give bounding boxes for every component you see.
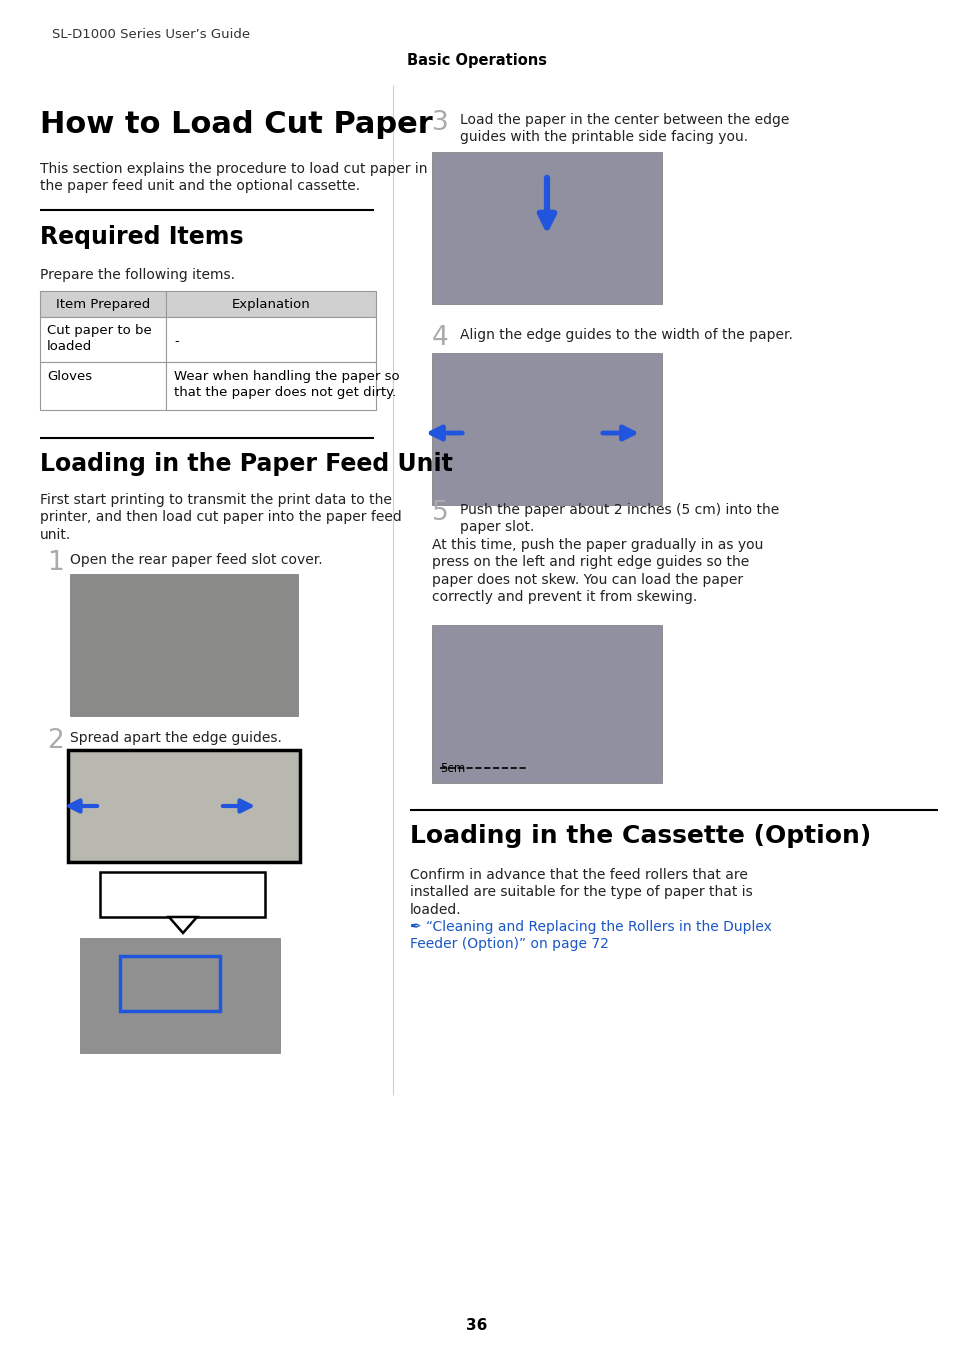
Text: Align the edge guides to the width of the paper.: Align the edge guides to the width of th… xyxy=(459,328,792,342)
Text: This section explains the procedure to load cut paper in
the paper feed unit and: This section explains the procedure to l… xyxy=(40,162,427,193)
Text: Spread apart the edge guides.: Spread apart the edge guides. xyxy=(70,730,281,745)
Text: Load the paper in the center between the edge
guides with the printable side fac: Load the paper in the center between the… xyxy=(459,113,788,144)
Bar xyxy=(432,153,661,304)
Text: 4: 4 xyxy=(432,325,448,351)
Text: Confirm in advance that the feed rollers that are
installed are suitable for the: Confirm in advance that the feed rollers… xyxy=(410,868,752,917)
Text: How to Load Cut Paper: How to Load Cut Paper xyxy=(40,109,433,139)
Text: -: - xyxy=(173,335,178,348)
Text: At this time, push the paper gradually in as you
press on the left and right edg: At this time, push the paper gradually i… xyxy=(432,539,762,603)
Text: Prepare the following items.: Prepare the following items. xyxy=(40,269,234,282)
Bar xyxy=(40,317,166,362)
Text: Gloves: Gloves xyxy=(47,370,92,383)
Bar xyxy=(120,956,220,1011)
Text: 5cm: 5cm xyxy=(439,761,465,775)
Text: ✒ “Cleaning and Replacing the Rollers in the Duplex
Feeder (Option)” on page 72: ✒ “Cleaning and Replacing the Rollers in… xyxy=(410,919,771,952)
Bar xyxy=(432,625,661,783)
Text: Item Prepared: Item Prepared xyxy=(56,298,150,311)
Text: Required Items: Required Items xyxy=(40,225,243,248)
Bar xyxy=(80,938,280,1053)
Text: Basic Operations: Basic Operations xyxy=(407,53,546,68)
Bar xyxy=(40,292,166,317)
Text: Wear when handling the paper so
that the paper does not get dirty.: Wear when handling the paper so that the… xyxy=(173,370,399,400)
Text: Loading in the Paper Feed Unit: Loading in the Paper Feed Unit xyxy=(40,452,453,477)
Text: 2: 2 xyxy=(47,728,64,755)
Bar xyxy=(166,292,375,317)
Text: 36: 36 xyxy=(466,1318,487,1332)
Polygon shape xyxy=(169,917,196,933)
Bar xyxy=(166,362,375,410)
Text: First start printing to transmit the print data to the
printer, and then load cu: First start printing to transmit the pri… xyxy=(40,493,401,541)
Text: SL-D1000 Series User’s Guide: SL-D1000 Series User’s Guide xyxy=(52,28,250,40)
Bar xyxy=(70,574,297,716)
Text: 5: 5 xyxy=(432,500,448,526)
Bar xyxy=(40,362,166,410)
Text: Loading in the Cassette (Option): Loading in the Cassette (Option) xyxy=(410,824,870,848)
Text: Explanation: Explanation xyxy=(232,298,310,311)
Bar xyxy=(100,872,265,917)
Bar xyxy=(432,352,661,505)
Bar xyxy=(166,317,375,362)
Bar xyxy=(68,751,299,863)
Text: 1: 1 xyxy=(47,549,64,576)
Text: Cut paper to be
loaded: Cut paper to be loaded xyxy=(47,324,152,352)
Text: 3: 3 xyxy=(432,109,448,136)
Text: Open the rear paper feed slot cover.: Open the rear paper feed slot cover. xyxy=(70,554,322,567)
Text: Push the paper about 2 inches (5 cm) into the
paper slot.: Push the paper about 2 inches (5 cm) int… xyxy=(459,504,779,535)
